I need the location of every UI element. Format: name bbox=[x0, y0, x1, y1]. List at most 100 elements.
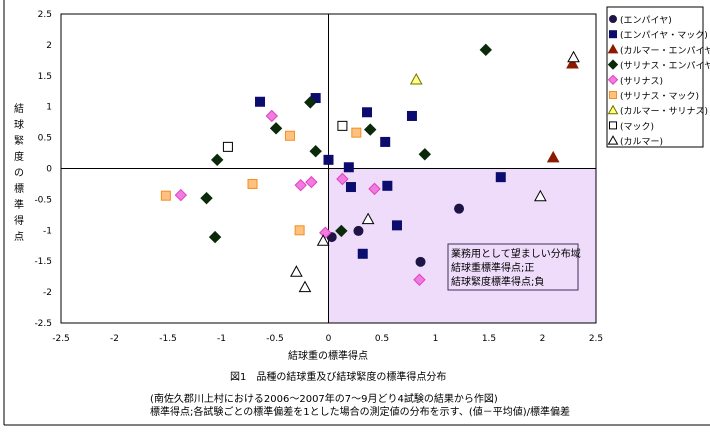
y-tick-label: -2.5 bbox=[34, 319, 52, 329]
y-tick-label: -0.5 bbox=[34, 195, 52, 205]
data-point bbox=[567, 50, 580, 63]
x-axis-label: 結球重の標準得点 bbox=[288, 349, 368, 362]
series-1 bbox=[255, 93, 506, 259]
y-axis-label-char: 標 bbox=[14, 182, 24, 195]
series-7 bbox=[222, 120, 348, 152]
legend: (エンパイヤ) (エンパイヤ・マック) (カルマー・エンパイヤ) (サリナス・エンパイ… bbox=[606, 6, 710, 148]
data-point bbox=[362, 107, 373, 118]
data-point bbox=[305, 175, 318, 189]
y-axis-label-char: 点 bbox=[14, 231, 24, 243]
data-point bbox=[418, 148, 432, 161]
region-annotation-line: 結球重標準得点;正 bbox=[451, 261, 534, 274]
y-tick-label: 1 bbox=[46, 103, 52, 113]
y-tick-label: -1 bbox=[43, 226, 52, 236]
data-point bbox=[368, 182, 381, 196]
x-tick-label: -1 bbox=[217, 334, 226, 344]
y-tick-label: -2 bbox=[43, 288, 52, 298]
data-point bbox=[304, 96, 317, 109]
data-point bbox=[357, 248, 368, 259]
y-axis-label-char: 準 bbox=[14, 198, 24, 211]
legend-label: (サリナス) bbox=[620, 76, 663, 87]
data-point bbox=[309, 144, 322, 158]
legend-label: (エンパイヤ・マック) bbox=[620, 30, 708, 41]
legend-label: (カルマー) bbox=[620, 137, 663, 148]
region-annotation: 業務用として望ましい分布域 結球重標準得点;正 結球緊度標準得点;負 bbox=[447, 243, 581, 291]
data-point bbox=[413, 273, 426, 286]
data-point bbox=[343, 162, 354, 173]
data-point bbox=[391, 220, 402, 231]
legend-label: (マック) bbox=[620, 121, 654, 132]
legend-marker bbox=[607, 135, 619, 145]
data-point bbox=[382, 180, 393, 191]
series-5 bbox=[160, 127, 362, 236]
x-tick-label: 1.5 bbox=[482, 334, 496, 344]
data-point bbox=[269, 122, 283, 135]
series-6 bbox=[409, 72, 423, 85]
y-tick-label: 0.5 bbox=[38, 134, 52, 144]
y-axis-label-char: の bbox=[14, 168, 24, 179]
legend-label: (カルマー・サリナス) bbox=[620, 106, 708, 117]
data-point bbox=[409, 72, 423, 85]
legend-marker bbox=[609, 91, 617, 99]
series-3 bbox=[200, 43, 492, 244]
y-axis-label-char: 結 bbox=[14, 102, 24, 115]
x-tick-label: 0 bbox=[326, 334, 332, 344]
data-point bbox=[335, 224, 348, 238]
legend-marker bbox=[607, 104, 619, 115]
legend-box bbox=[606, 6, 704, 148]
data-point bbox=[284, 130, 295, 141]
legend-label: (エンパイヤ) bbox=[620, 15, 672, 26]
data-point bbox=[200, 191, 213, 205]
data-point bbox=[566, 56, 579, 69]
data-point bbox=[174, 188, 188, 202]
data-point bbox=[265, 109, 278, 123]
data-point bbox=[345, 182, 356, 193]
y-tick-label: -1.5 bbox=[34, 257, 52, 267]
region-annotation-line: 業務用として望ましい分布域 bbox=[451, 247, 581, 260]
data-point bbox=[406, 110, 417, 121]
data-point bbox=[298, 280, 312, 293]
x-tick-label: -2.5 bbox=[52, 334, 70, 344]
data-point bbox=[415, 256, 426, 267]
legend-label: (サリナス・マック) bbox=[620, 91, 699, 102]
legend-marker bbox=[607, 74, 619, 86]
data-point bbox=[222, 141, 233, 152]
y-axis-label-char: 球 bbox=[14, 118, 24, 131]
x-tick-label: -2 bbox=[110, 334, 119, 344]
data-point bbox=[479, 43, 492, 57]
data-point bbox=[211, 153, 224, 167]
legend-marker bbox=[609, 15, 617, 23]
data-point bbox=[336, 172, 349, 186]
region-annotation-line: 結球緊度標準得点;負 bbox=[451, 275, 544, 288]
legend-label: (カルマー・エンパイヤ) bbox=[620, 45, 710, 56]
data-point bbox=[380, 136, 391, 147]
data-point bbox=[326, 232, 337, 243]
y-axis-label-char: 得 bbox=[14, 215, 24, 227]
y-tick-label: 0 bbox=[46, 165, 52, 175]
data-point bbox=[316, 234, 330, 246]
chart-title: 図1 品種の結球重及び結球緊度の標準得点分布 bbox=[230, 370, 446, 383]
x-tick-label: 2 bbox=[540, 334, 546, 344]
series-2 bbox=[546, 56, 579, 163]
x-tick-label: -1.5 bbox=[159, 334, 177, 344]
legend-marker bbox=[609, 121, 617, 130]
legend-marker bbox=[607, 59, 619, 70]
data-point bbox=[337, 120, 348, 131]
x-tick-label: 2.5 bbox=[589, 334, 603, 344]
caption-note: (南佐久郡川上村における2006～2007年の7～9月どり4試験の結果から作図) bbox=[150, 392, 498, 405]
plot-area-border bbox=[60, 13, 597, 324]
data-point bbox=[534, 189, 547, 202]
data-point bbox=[160, 190, 171, 201]
data-point bbox=[351, 127, 362, 138]
data-point bbox=[361, 212, 375, 225]
data-point bbox=[290, 265, 303, 277]
y-axis-label-char: 度 bbox=[14, 150, 24, 163]
data-point bbox=[495, 172, 506, 183]
data-point bbox=[454, 203, 465, 214]
series-8 bbox=[290, 50, 580, 293]
data-point bbox=[323, 154, 334, 165]
y-tick-label: 2 bbox=[46, 41, 52, 51]
data-point bbox=[208, 230, 222, 244]
